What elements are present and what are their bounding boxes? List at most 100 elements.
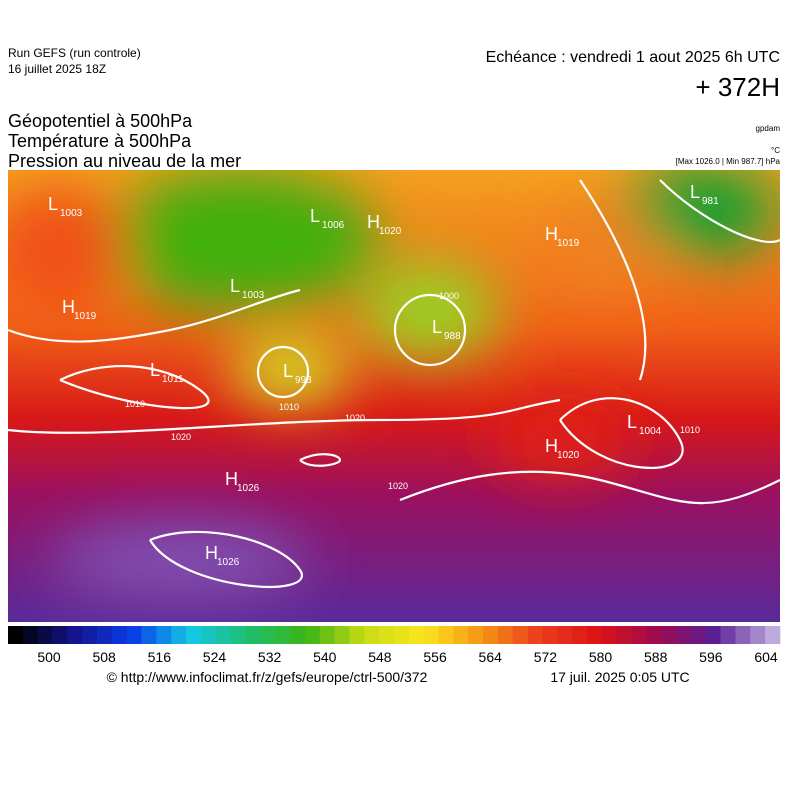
center-value: 1020 xyxy=(557,450,580,461)
center-kind: L xyxy=(310,206,320,226)
colorbar-label: 548 xyxy=(368,649,392,665)
colorbar-swatch xyxy=(97,626,113,644)
colorbar-swatch xyxy=(690,626,707,644)
colorbar-swatch xyxy=(215,626,231,644)
center-value: 993 xyxy=(295,375,312,386)
colorbar-swatch xyxy=(111,626,128,644)
colorbar-swatch xyxy=(438,626,454,644)
colorbar-swatch xyxy=(304,626,321,644)
footer-url: © http://www.infoclimat.fr/z/gefs/europe… xyxy=(107,669,428,685)
center-value: 1003 xyxy=(242,290,265,301)
colorbar-label: 572 xyxy=(534,649,558,665)
colorbar-swatch xyxy=(394,626,410,644)
unit: °C xyxy=(771,146,780,155)
isobar-label: 1020 xyxy=(388,481,408,491)
center-kind: H xyxy=(367,212,380,232)
center-kind: L xyxy=(690,182,700,202)
colorbar-label: 524 xyxy=(203,649,227,665)
title: Température à 500hPa xyxy=(8,131,192,151)
colorbar-swatch xyxy=(631,626,647,644)
center-kind: L xyxy=(432,317,442,337)
echeance: Echéance : vendredi 1 aout 2025 6h UTC xyxy=(486,49,780,66)
colorbar-swatch xyxy=(126,626,142,644)
colorbar-swatch xyxy=(646,626,662,644)
colorbar-label: 532 xyxy=(258,649,282,665)
colorbar xyxy=(8,626,781,644)
colorbar-swatch xyxy=(587,626,603,644)
isobar-label: 1010 xyxy=(279,402,299,412)
run-date: 16 juillet 2025 18Z xyxy=(8,62,106,76)
colorbar-swatch xyxy=(186,626,202,644)
colorbar-swatch xyxy=(527,626,543,644)
colorbar-swatch xyxy=(408,626,424,644)
colorbar-swatch xyxy=(334,626,350,644)
colorbar-label: 516 xyxy=(148,649,172,665)
colorbar-swatch xyxy=(156,626,172,644)
title: Pression au niveau de la mer xyxy=(8,151,241,171)
colorbar-swatch xyxy=(557,626,573,644)
center-value: 1011 xyxy=(162,374,184,385)
colorbar-swatch xyxy=(468,626,484,644)
colorbar-swatch xyxy=(245,626,261,644)
center-kind: H xyxy=(545,436,558,456)
colorbar-swatch xyxy=(572,626,588,644)
colorbar-label: 500 xyxy=(37,649,61,665)
isobar-label: 1000 xyxy=(439,291,459,301)
lead-time: + 372H xyxy=(695,72,780,102)
colorbar-swatch xyxy=(319,626,335,644)
colorbar-swatch xyxy=(720,626,736,644)
footer-date: 17 juil. 2025 0:05 UTC xyxy=(550,669,689,685)
isobar-label: 1020 xyxy=(171,432,191,442)
colorbar-swatch xyxy=(497,626,514,644)
colorbar-label: 580 xyxy=(589,649,613,665)
colorbar-swatch xyxy=(290,626,306,644)
colorbar-label: 508 xyxy=(92,649,116,665)
colorbar-swatch xyxy=(453,626,469,644)
isobar-label: 1020 xyxy=(345,413,365,423)
colorbar-swatch xyxy=(735,626,751,644)
center-value: 988 xyxy=(444,331,461,342)
center-value: 1026 xyxy=(237,483,260,494)
center-value: 981 xyxy=(702,196,719,207)
colorbar-swatch xyxy=(201,626,217,644)
colorbar-swatch xyxy=(750,626,766,644)
center-value: 1006 xyxy=(322,220,345,231)
colorbar-swatch xyxy=(616,626,632,644)
center-kind: H xyxy=(62,297,75,317)
center-kind: H xyxy=(225,469,238,489)
center-kind: L xyxy=(230,276,240,296)
colorbar-label: 564 xyxy=(479,649,503,665)
colorbar-swatch xyxy=(8,626,24,644)
center-value: 1004 xyxy=(639,426,662,437)
colorbar-swatch xyxy=(171,626,187,644)
colorbar-swatch xyxy=(483,626,499,644)
center-value: 1019 xyxy=(557,238,580,249)
map xyxy=(8,170,780,622)
colorbar-swatch xyxy=(601,626,617,644)
center-kind: L xyxy=(150,360,160,380)
colorbar-swatch xyxy=(676,626,692,644)
colorbar-swatch xyxy=(661,626,677,644)
center-value: 1019 xyxy=(74,311,97,322)
center-kind: L xyxy=(283,361,293,381)
colorbar-label: 588 xyxy=(644,649,668,665)
colorbar-swatch xyxy=(364,626,380,644)
center-value: 1020 xyxy=(379,226,402,237)
colorbar-swatch xyxy=(765,626,781,644)
center-kind: H xyxy=(205,543,218,563)
colorbar-swatch xyxy=(542,626,558,644)
run: Run GEFS (run controle) xyxy=(8,46,141,60)
colorbar-swatch xyxy=(141,626,157,644)
unit: gpdam xyxy=(756,124,781,133)
colorbar-label: 556 xyxy=(423,649,447,665)
center-value: 1003 xyxy=(60,208,83,219)
center-kind: L xyxy=(627,412,637,432)
colorbar-swatch xyxy=(52,626,68,644)
colorbar-label: 540 xyxy=(313,649,337,665)
center-kind: H xyxy=(545,224,558,244)
isobar-label: 1010 xyxy=(125,399,145,409)
center-kind: L xyxy=(48,194,58,214)
colorbar-swatch xyxy=(67,626,83,644)
center-value: 1026 xyxy=(217,557,240,568)
